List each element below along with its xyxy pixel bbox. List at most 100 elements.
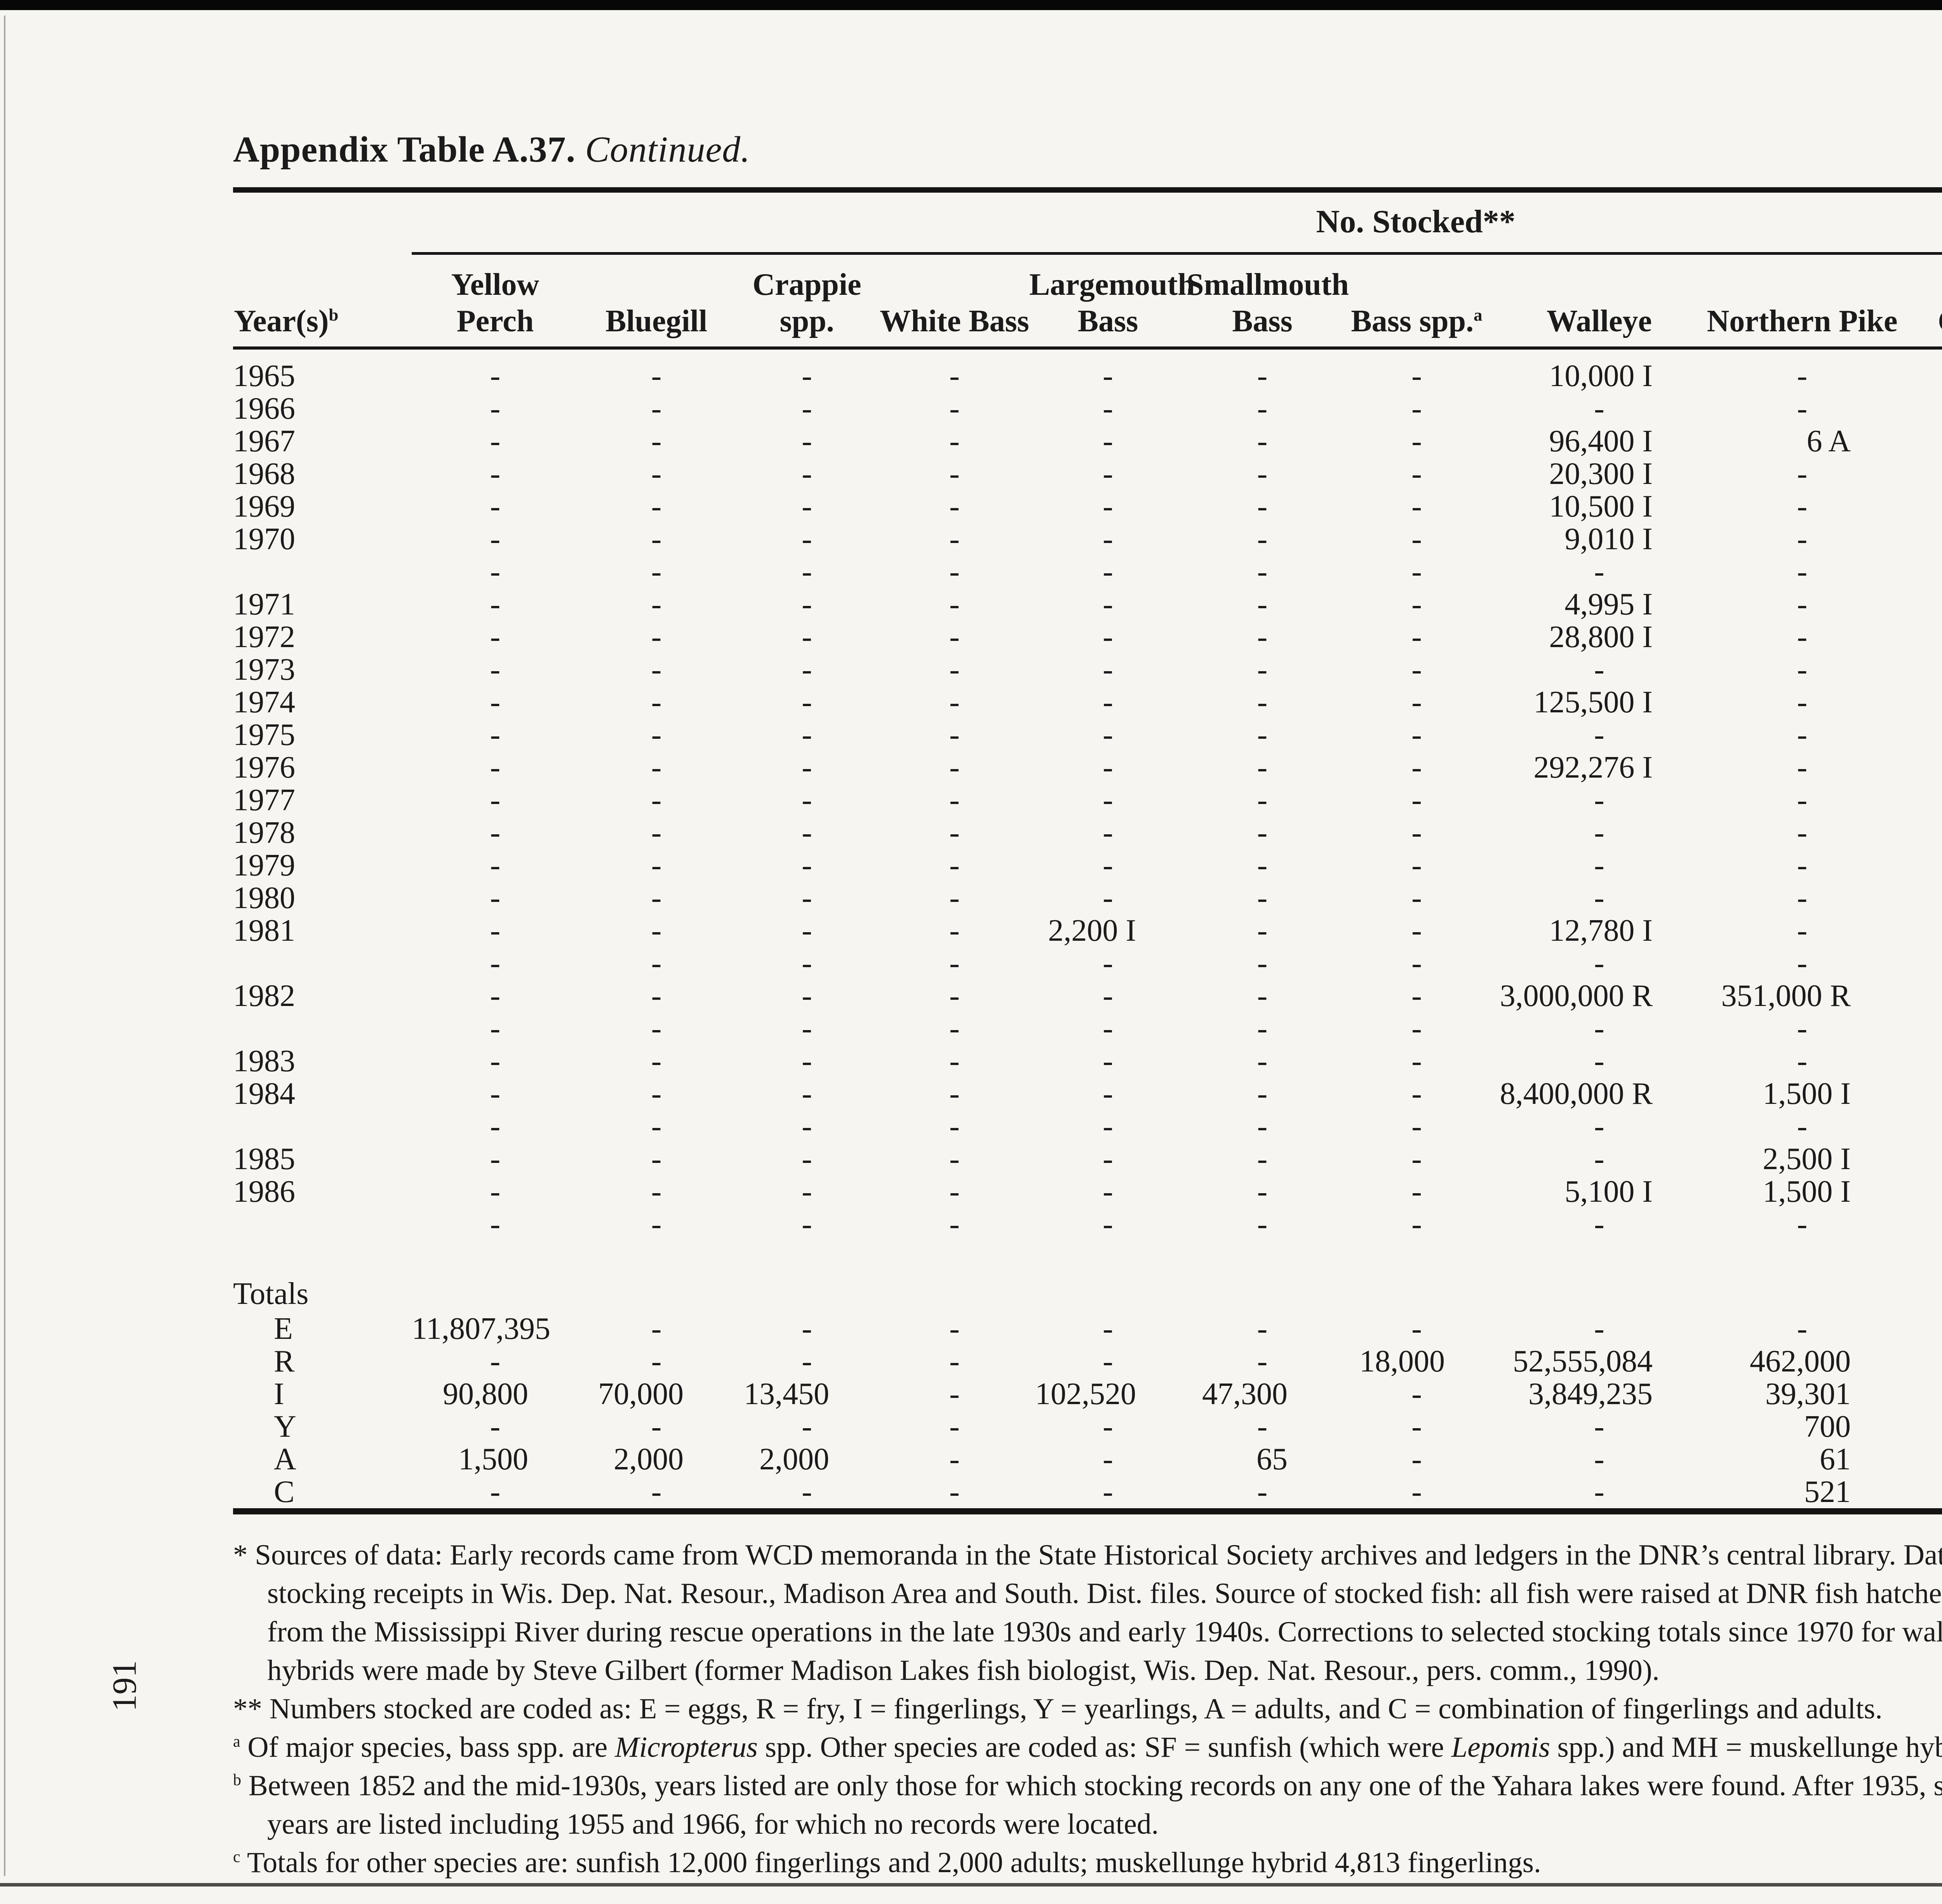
table-header: No. Stocked** Year(s)b Yellow Perch Bluegi… xyxy=(233,190,1942,350)
page-content: Appendix Table A.37. Continued. No. Stoc… xyxy=(233,128,1942,1882)
table-cell: - xyxy=(651,750,662,785)
row-label xyxy=(233,947,412,980)
column-header-white-bass: White Bass xyxy=(880,253,1029,350)
table-cell: 521 xyxy=(1804,1475,1851,1509)
table-cell: - xyxy=(1257,522,1268,556)
table-cell: - xyxy=(490,750,501,785)
table-cell: - xyxy=(1103,653,1113,687)
column-header-smallmouth-bass: Smallmouth Bass xyxy=(1187,253,1349,350)
row-label: 1967 xyxy=(233,424,295,458)
table-cell: - xyxy=(490,914,501,948)
table-title: Appendix Table A.37. Continued. xyxy=(233,128,1942,171)
table-cell: - xyxy=(1257,1077,1268,1111)
table-row: 1968-------20,300 I---- xyxy=(233,458,1942,490)
row-label: 1975 xyxy=(233,718,295,752)
table-cell: - xyxy=(651,587,662,621)
table-cell: - xyxy=(1797,457,1808,491)
table-row: ------------ xyxy=(233,947,1942,980)
table-cell: - xyxy=(1797,522,1808,556)
table-cell: - xyxy=(802,555,812,589)
table-cell: - xyxy=(1411,881,1422,915)
table-cell: - xyxy=(1901,882,1942,914)
table-cell: - xyxy=(490,359,501,393)
table-cell: - xyxy=(1797,587,1808,621)
table-cell: - xyxy=(1103,489,1113,524)
table-cell: - xyxy=(1411,489,1422,524)
table-cell: - xyxy=(802,424,812,458)
row-label: 1983 xyxy=(233,1044,295,1078)
table-row: Y--------700--c xyxy=(233,1410,1942,1443)
table-cell: 47,300 xyxy=(1202,1377,1288,1411)
table-cell: - xyxy=(1411,816,1422,850)
table-cell: 2,000 xyxy=(759,1442,829,1476)
table-cell: - xyxy=(1901,425,1942,458)
table-cell: - xyxy=(1594,555,1604,589)
table-cell: - xyxy=(1257,750,1268,785)
table-title-label: Appendix Table A.37. xyxy=(233,129,576,170)
table-cell: - xyxy=(1411,457,1422,491)
table-cell: - xyxy=(490,1344,501,1378)
table-cell: - xyxy=(1411,979,1422,1013)
table-cell: - xyxy=(651,457,662,491)
table-cell: - xyxy=(802,489,812,524)
table-row: E11,807,395----------c xyxy=(233,1312,1942,1345)
table-cell: 6 A xyxy=(1806,424,1851,458)
table-cell: - xyxy=(949,881,960,915)
table-cell: 4,995 I xyxy=(1564,587,1653,621)
table-cell: - xyxy=(1103,848,1113,882)
table-cell: - xyxy=(1797,816,1808,850)
table-cell: 11,807,395 xyxy=(412,1312,551,1346)
table-cell: - xyxy=(490,1109,501,1143)
table-cell: - xyxy=(1103,587,1113,621)
table-cell: - xyxy=(1594,392,1604,426)
table-cell: 700 xyxy=(1804,1410,1851,1444)
table-cell: - xyxy=(1901,1012,1942,1045)
row-label: I xyxy=(274,1377,284,1411)
table-cell: - xyxy=(1103,718,1113,752)
table-cell: - xyxy=(490,1475,501,1509)
table-cell: - xyxy=(1901,1175,1942,1208)
table-cell: - xyxy=(949,750,960,785)
table-cell: 9,010 I xyxy=(1564,522,1653,556)
table-row: 1965-------10,000 I---- xyxy=(233,348,1942,392)
table-cell: - xyxy=(651,522,662,556)
table-cell: 102,520 xyxy=(1035,1377,1136,1411)
table-cell: - xyxy=(802,522,812,556)
table-cell: - xyxy=(949,783,960,817)
table-cell: - xyxy=(1257,816,1268,850)
column-header-northern-pike: Northern Pike xyxy=(1703,253,1901,350)
row-label: 1984 xyxy=(233,1077,295,1111)
table-cell: - xyxy=(1103,685,1113,719)
table-cell: - xyxy=(1594,1475,1604,1509)
table-cell: - xyxy=(1411,1175,1422,1209)
table-cell: - xyxy=(1797,914,1808,948)
table-cell: - xyxy=(1411,1011,1422,1046)
table-cell: - xyxy=(651,489,662,524)
table-cell: - xyxy=(802,359,812,393)
table-cell: - xyxy=(802,750,812,785)
table-cell: - xyxy=(1257,392,1268,426)
table-cell: - xyxy=(1594,783,1604,817)
table-cell: - xyxy=(802,718,812,752)
table-cell: - xyxy=(1594,1207,1604,1241)
table-row: 1969-------10,500 I---- xyxy=(233,490,1942,523)
table-cell: - xyxy=(1257,620,1268,654)
row-label: 1980 xyxy=(233,881,295,915)
stocking-table: No. Stocked** Year(s)b Yellow Perch Bluegi… xyxy=(233,187,1942,1514)
table-cell: - xyxy=(1901,849,1942,882)
table-cell: - xyxy=(1901,1476,1942,1511)
row-label: 1969 xyxy=(233,489,295,524)
table-cell: - xyxy=(1901,653,1942,686)
column-header-yellow-perch: Yellow Perch xyxy=(412,253,579,350)
table-cell: - xyxy=(1901,1143,1942,1175)
table-cell: - xyxy=(1103,1077,1113,1111)
scan-artifact-bottom-edge xyxy=(0,1883,1942,1887)
table-cell: - xyxy=(949,1312,960,1346)
column-header-bass-spp: Bass spp.a xyxy=(1338,253,1495,350)
table-cell: - xyxy=(1257,1475,1268,1509)
row-label: 1978 xyxy=(233,816,295,850)
table-cell: - xyxy=(1103,457,1113,491)
table-cell: - xyxy=(490,489,501,524)
table-cell: - xyxy=(949,587,960,621)
